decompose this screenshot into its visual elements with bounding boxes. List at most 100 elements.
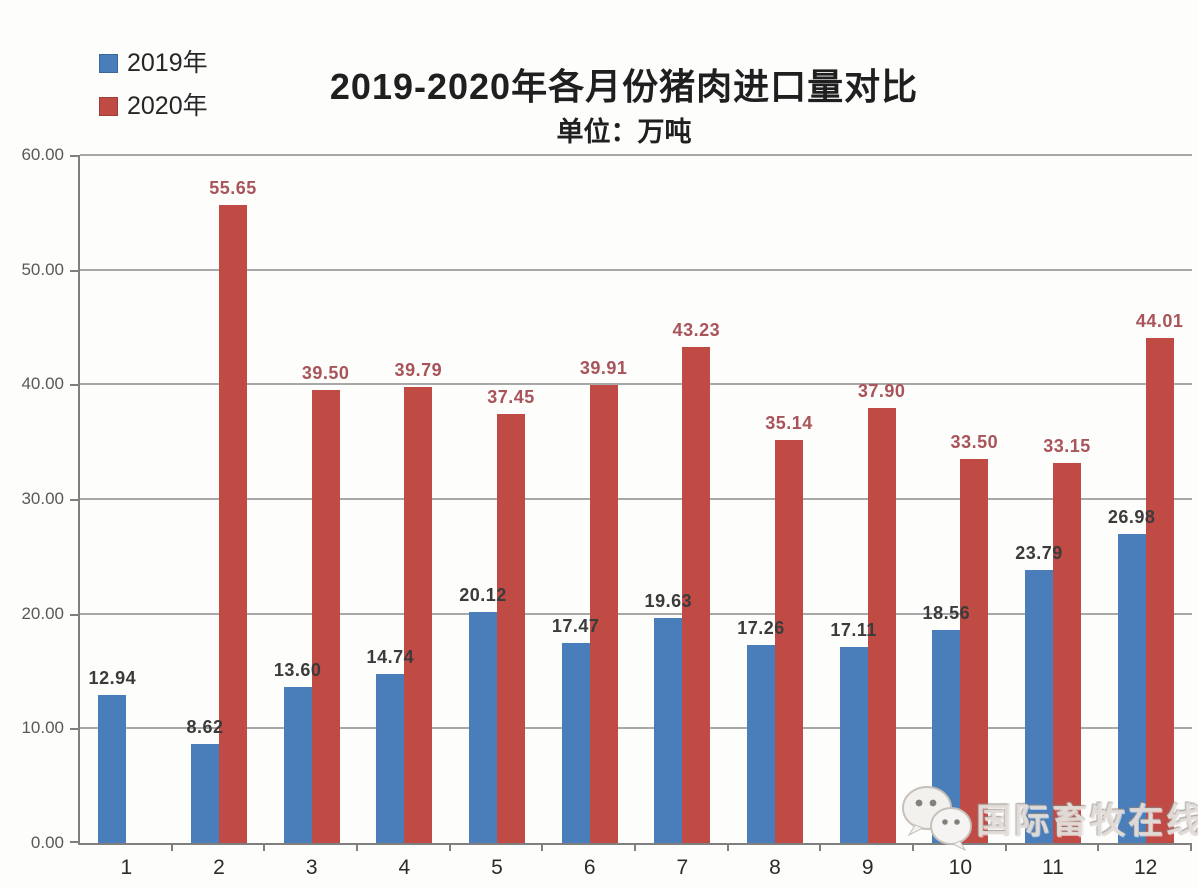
- bar-value-label-2020年-month-6: 39.91: [579, 358, 628, 379]
- x-axis-tick: [1097, 843, 1100, 851]
- y-axis-label: 20.00: [21, 603, 64, 623]
- legend-swatch: [99, 54, 118, 74]
- bar-2020年-month-6: [589, 385, 618, 843]
- bar-value-label-2019年-month-9: 17.11: [830, 619, 877, 640]
- watermark: 国际畜牧在线: [900, 784, 1198, 852]
- bar-2020年-month-9: [867, 408, 896, 843]
- chart-subtitle: 单位：万吨: [556, 117, 692, 147]
- x-axis-label-7: 7: [676, 856, 689, 879]
- bar-2020年-month-7: [682, 347, 711, 843]
- x-axis-label-2: 2: [213, 856, 225, 879]
- x-axis-label-10: 10: [948, 856, 973, 879]
- x-axis-tick: [1190, 843, 1192, 851]
- bar-value-label-2019年-month-2: 8.62: [186, 717, 224, 738]
- bar-2020年-month-11: [1053, 462, 1081, 843]
- bar-2019年-month-1: [98, 694, 127, 843]
- bar-value-label-2019年-month-11: 23.79: [1015, 543, 1063, 564]
- y-axis-tick: [70, 269, 80, 272]
- gridline-50.00: [80, 268, 1192, 271]
- chart-title: 2019-2020年各月份猪肉进口量对比: [329, 66, 919, 107]
- bar-value-label-2019年-month-8: 17.26: [737, 618, 785, 639]
- bar-2020年-month-8: [775, 440, 803, 843]
- bar-2019年-month-2: [191, 744, 219, 843]
- bar-2019年-month-8: [747, 645, 775, 843]
- legend-label: 2020年: [127, 91, 208, 120]
- bar-2019年-month-5: [469, 612, 497, 843]
- x-axis-label-3: 3: [305, 856, 318, 879]
- x-axis-tick: [448, 843, 451, 851]
- y-axis-tick: [70, 155, 80, 157]
- bar-2019年-month-11: [1025, 570, 1053, 843]
- bar-2020年-month-5: [497, 413, 525, 843]
- plot-area: 0.00 10.00 20.00 30.00 40.00 50.00 60.00 1 12.94…: [21, 145, 1192, 879]
- x-axis-tick: [819, 843, 822, 851]
- x-axis-tick: [170, 843, 173, 851]
- gridline-60.00: [80, 154, 1192, 156]
- bar-value-label-2020年-month-9: 37.90: [857, 381, 906, 402]
- bar-value-label-2019年-month-7: 19.63: [644, 590, 693, 611]
- legend-label: 2019年: [127, 49, 208, 77]
- gridline-20.00: [80, 612, 1192, 615]
- bar-value-label-2020年-month-4: 39.79: [394, 359, 443, 380]
- y-axis-label: 0.00: [30, 833, 64, 852]
- x-axis-label-11: 11: [1042, 856, 1064, 879]
- y-axis-label: 50.00: [21, 259, 64, 279]
- y-axis-tick: [70, 841, 80, 843]
- y-axis-tick: [70, 613, 80, 616]
- x-axis-tick: [726, 843, 729, 851]
- gridline-40.00: [80, 383, 1192, 386]
- legend: 2019年 2020年: [99, 49, 208, 135]
- x-axis-label-4: 4: [398, 856, 411, 879]
- bar-value-label-2020年-month-12: 44.01: [1135, 311, 1184, 332]
- x-axis-tick: [634, 843, 636, 851]
- bar-2019年-month-7: [654, 617, 683, 843]
- x-axis-tick: [263, 843, 266, 851]
- x-axis-label-8: 8: [769, 856, 781, 879]
- legend-item-2019年: 2019年: [99, 49, 208, 78]
- x-axis-label-9: 9: [861, 856, 874, 879]
- y-axis-label: 60.00: [21, 145, 64, 164]
- x-axis-label-6: 6: [583, 856, 596, 879]
- y-axis-label: 10.00: [21, 718, 64, 738]
- bar-value-label-2020年-month-2: 55.65: [209, 177, 257, 198]
- bar-value-label-2019年-month-6: 17.47: [551, 615, 600, 636]
- bar-2019年-month-4: [376, 673, 405, 843]
- y-axis-label: 40.00: [21, 374, 64, 394]
- y-axis-label: 30.00: [21, 489, 64, 508]
- x-axis-tick: [541, 843, 544, 851]
- bar-value-label-2019年-month-1: 12.94: [88, 667, 137, 688]
- bar-2019年-month-3: [283, 687, 312, 843]
- bar-2019年-month-12: [1117, 533, 1146, 843]
- gridline-10.00: [80, 727, 1192, 730]
- watermark-text: 国际畜牧在线: [976, 801, 1198, 841]
- y-axis-tick: [70, 384, 80, 387]
- bar-2020年-month-12: [1145, 338, 1174, 843]
- legend-item-2020年: 2020年: [99, 91, 208, 121]
- bar-value-label-2019年-month-10: 18.56: [922, 603, 971, 624]
- bar-value-label-2020年-month-11: 33.15: [1043, 435, 1091, 456]
- x-axis-tick: [1004, 843, 1007, 851]
- x-axis-label-1: 1: [120, 856, 133, 879]
- bar-2020年-month-2: [219, 204, 247, 843]
- bar-2020年-month-4: [404, 386, 433, 843]
- bar-2020年-month-3: [311, 390, 340, 843]
- legend-swatch: [99, 96, 118, 116]
- bar-value-label-2019年-month-12: 26.98: [1107, 506, 1156, 527]
- bar-value-label-2020年-month-8: 35.14: [765, 413, 813, 434]
- bar-value-label-2019年-month-4: 14.74: [366, 646, 415, 667]
- gridline-30.00: [80, 498, 1192, 500]
- x-axis-tick: [356, 843, 358, 851]
- bar-value-label-2020年-month-7: 43.23: [672, 320, 721, 341]
- x-axis-label-5: 5: [491, 856, 503, 879]
- bar-value-label-2020年-month-3: 39.50: [301, 363, 350, 384]
- bar-value-label-2020年-month-10: 33.50: [950, 431, 999, 452]
- bar-2019年-month-9: [839, 646, 868, 843]
- bar-2020年-month-10: [960, 458, 989, 843]
- x-axis-label-12: 12: [1133, 856, 1158, 879]
- y-axis-tick: [70, 728, 80, 731]
- bar-value-label-2019年-month-5: 20.12: [459, 585, 507, 606]
- y-axis-tick: [70, 499, 80, 501]
- bar-2019年-month-6: [561, 642, 590, 843]
- wechat-icon: [902, 786, 972, 852]
